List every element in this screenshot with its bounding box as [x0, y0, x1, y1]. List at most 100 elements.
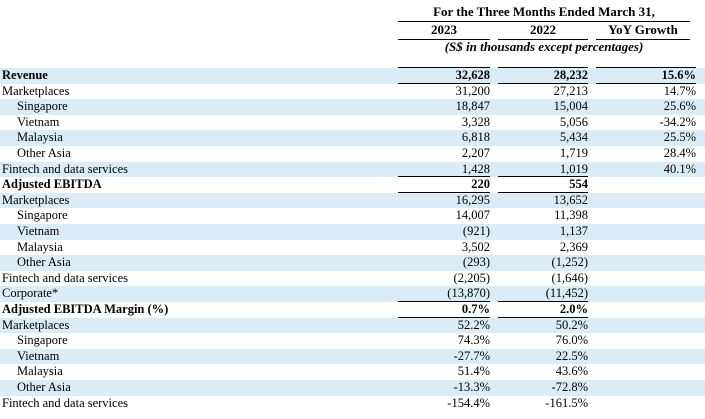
value-2023: -27.7% [453, 348, 490, 363]
rule-divider [498, 82, 588, 84]
column-header-yoy: YoY Growth [596, 22, 690, 40]
value-2022: 5,056 [559, 114, 588, 129]
value-2022: 13,652 [553, 192, 588, 207]
table-row: Vietnam (921) 1,137 [0, 224, 705, 240]
row-label: Vietnam [17, 114, 60, 129]
value-2023: (293) [462, 255, 490, 270]
value-yoy: 40.1% [663, 161, 696, 176]
row-label: Singapore [17, 99, 68, 114]
rule-divider [398, 82, 490, 84]
rule-divider [398, 67, 490, 68]
value-2022: -72.8% [551, 380, 588, 394]
row-label: Other Asia [17, 380, 71, 394]
rule-divider [398, 191, 490, 193]
value-2023: (921) [462, 224, 490, 238]
row-label: Fintech and data services [2, 270, 128, 285]
table-row: Corporate* (13,870) (11,452) [0, 286, 705, 302]
value-2022: 554 [569, 177, 588, 192]
value-2022: 43.6% [555, 364, 588, 379]
value-2022: 28,232 [553, 68, 588, 82]
rule-divider [398, 176, 490, 178]
value-2023: 18,847 [455, 99, 490, 114]
row-label: Adjusted EBITDA Margin (%) [2, 302, 169, 316]
table-row: Adjusted EBITDA 220 554 [0, 177, 705, 193]
value-2023: (13,870) [447, 286, 490, 301]
row-label: Adjusted EBITDA [2, 177, 102, 192]
value-2023: 3,502 [461, 239, 490, 254]
value-yoy: 25.5% [663, 130, 696, 145]
value-2023: 6,818 [461, 130, 490, 145]
row-label: Marketplaces [2, 83, 70, 98]
row-label: Marketplaces [2, 317, 70, 332]
table-row: Marketplaces 52.2% 50.2% [0, 317, 705, 334]
row-label: Revenue [2, 68, 48, 82]
row-label: Malaysia [17, 130, 63, 145]
table-row: Fintech and data services 1,428 1,019 40.1% [0, 161, 705, 178]
table-row: Adjusted EBITDA Margin (%) 0.7% 2.0% [0, 302, 705, 318]
value-2022: 22.5% [555, 348, 588, 363]
value-2022: 2.0% [559, 302, 588, 316]
table-row: Singapore 18,847 15,004 25.6% [0, 99, 705, 115]
value-yoy: 25.6% [663, 99, 696, 114]
row-label: Vietnam [17, 348, 60, 363]
value-2023: 52.2% [457, 317, 490, 332]
rule-divider [498, 67, 588, 68]
value-2022: 2,369 [559, 239, 588, 254]
column-header-2022: 2022 [498, 22, 588, 40]
value-2023: -154.4% [447, 395, 490, 410]
table-row: Singapore 14,007 11,398 [0, 208, 705, 224]
value-2022: -161.5% [545, 395, 588, 410]
value-2022: 1,137 [559, 224, 588, 238]
value-2023: -13.3% [453, 380, 490, 394]
value-2023: 31,200 [455, 83, 490, 98]
rule-divider [596, 82, 696, 84]
rule-divider [398, 316, 490, 318]
table-row: Vietnam 3,328 5,056 -34.2% [0, 115, 705, 131]
table-row: Other Asia (293) (1,252) [0, 255, 705, 271]
row-label: Malaysia [17, 364, 63, 379]
value-yoy: 14.7% [663, 83, 696, 98]
period-header: For the Three Months Ended March 31, [398, 4, 690, 22]
rule-divider [596, 67, 696, 68]
value-2023: 0.7% [461, 302, 490, 316]
value-2023: 74.3% [457, 333, 490, 348]
value-2023: 1,428 [461, 161, 490, 176]
row-label: Corporate* [2, 286, 59, 301]
row-label: Singapore [17, 333, 68, 348]
table-row: Other Asia 2,207 1,719 28.4% [0, 146, 705, 162]
row-label: Marketplaces [2, 192, 70, 207]
value-2022: 1,019 [559, 161, 588, 176]
units-note: (S$ in thousands except percentages) [444, 39, 644, 54]
value-2023: 2,207 [461, 146, 490, 160]
value-2022: 50.2% [555, 317, 588, 332]
value-yoy: -34.2% [659, 114, 696, 129]
value-2023: 16,295 [455, 192, 490, 207]
table-row: Marketplaces 31,200 27,213 14.7% [0, 84, 705, 100]
table-row: Singapore 74.3% 76.0% [0, 333, 705, 349]
row-label: Vietnam [17, 224, 60, 238]
table-row: Fintech and data services (2,205) (1,646) [0, 271, 705, 287]
rule-divider [498, 316, 588, 318]
column-header-2023: 2023 [398, 22, 490, 40]
value-2023: 14,007 [455, 208, 490, 223]
value-2023: 32,628 [455, 68, 490, 82]
value-2022: (11,452) [545, 286, 588, 301]
row-label: Other Asia [17, 146, 71, 160]
row-label: Other Asia [17, 255, 71, 270]
value-2023: (2,205) [453, 270, 490, 285]
value-2022: 27,213 [553, 83, 588, 98]
table-row: Malaysia 3,502 2,369 [0, 240, 705, 256]
table-row: Malaysia 51.4% 43.6% [0, 364, 705, 380]
table-row: Vietnam -27.7% 22.5% [0, 348, 705, 365]
row-label: Singapore [17, 208, 68, 223]
value-2022: 15,004 [553, 99, 588, 114]
table-row: Malaysia 6,818 5,434 25.5% [0, 130, 705, 146]
value-2022: (1,646) [551, 270, 588, 285]
row-label: Fintech and data services [2, 161, 128, 176]
rule-divider [498, 191, 588, 193]
value-2023: 220 [471, 177, 490, 192]
row-label: Malaysia [17, 239, 63, 254]
rule-divider [498, 176, 588, 178]
value-2022: 1,719 [559, 146, 588, 160]
